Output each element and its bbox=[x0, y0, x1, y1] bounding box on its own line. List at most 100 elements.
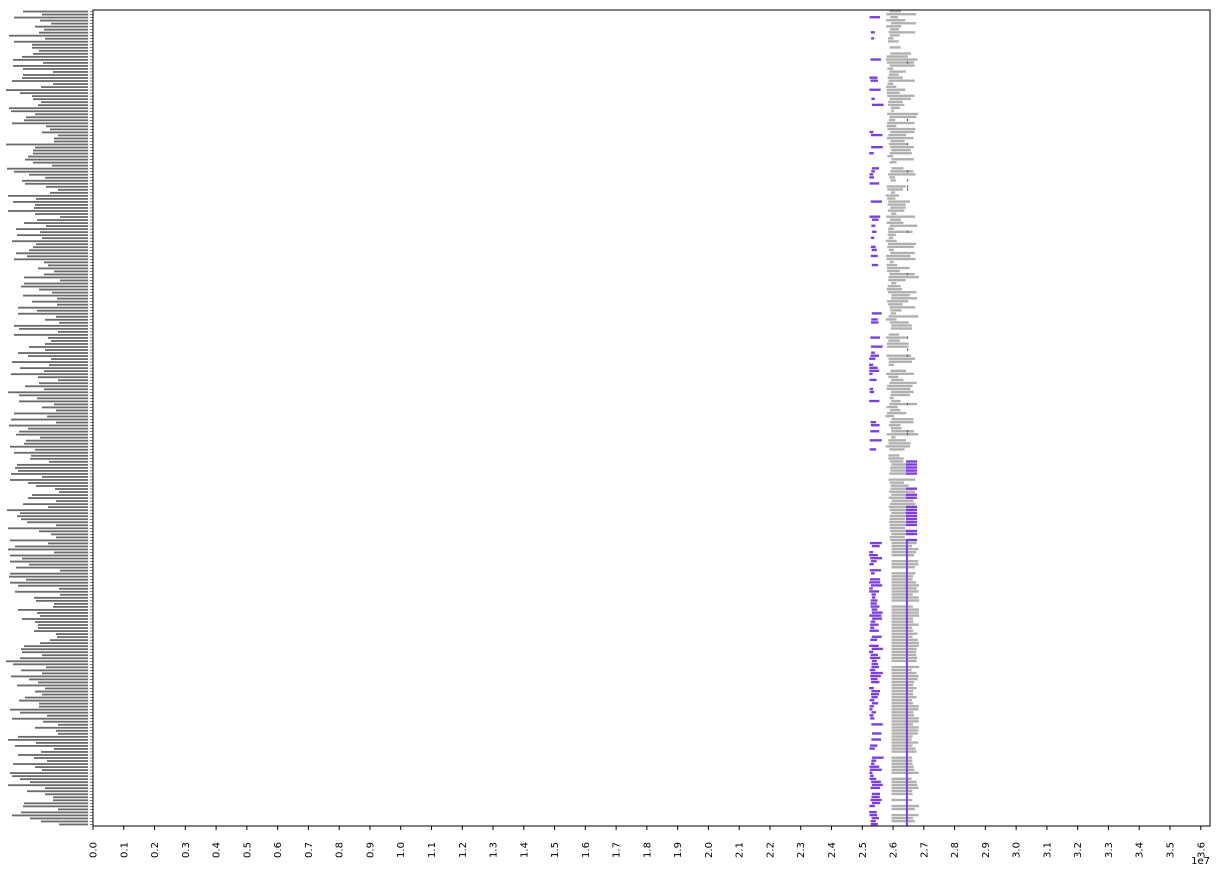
gray-bar bbox=[891, 786, 919, 790]
gray-bar bbox=[891, 647, 917, 651]
gray-bar bbox=[886, 85, 897, 88]
y-tick-label bbox=[40, 615, 88, 617]
purple-bar bbox=[869, 215, 881, 218]
purple-bar bbox=[869, 765, 880, 768]
y-tick-label bbox=[28, 497, 88, 499]
gray-bar bbox=[889, 523, 915, 527]
y-tick-label bbox=[8, 527, 88, 530]
gray-bar bbox=[891, 674, 919, 678]
gray-bar bbox=[891, 282, 897, 285]
y-tick-label bbox=[16, 228, 88, 231]
y-tick-label bbox=[41, 820, 88, 823]
gray-bar bbox=[888, 133, 906, 137]
y-tick-label bbox=[58, 188, 88, 191]
gray-bar bbox=[888, 375, 899, 379]
purple-bar bbox=[905, 469, 918, 472]
purple-bar bbox=[869, 686, 874, 690]
gray-bar bbox=[887, 285, 901, 288]
purple-bar bbox=[869, 363, 874, 366]
gray-bar bbox=[886, 88, 906, 91]
gray-bar bbox=[886, 25, 902, 28]
gray-bar bbox=[891, 212, 897, 215]
gray-bar bbox=[889, 176, 896, 179]
gray-bar bbox=[891, 759, 913, 762]
y-tick-label bbox=[58, 330, 88, 333]
y-tick-label bbox=[32, 494, 88, 496]
gray-bar bbox=[891, 605, 913, 608]
gray-bar bbox=[889, 28, 899, 31]
gray-bar bbox=[891, 690, 914, 693]
y-tick-label bbox=[44, 388, 88, 391]
y-tick-label bbox=[44, 370, 88, 373]
purple-bar bbox=[871, 816, 879, 820]
y-tick-label bbox=[14, 324, 88, 327]
gray-bar bbox=[886, 136, 914, 140]
gray-bar bbox=[887, 127, 916, 131]
purple-bar bbox=[905, 523, 918, 527]
gray-bar bbox=[891, 653, 917, 657]
purple-bar bbox=[869, 804, 875, 808]
y-tick-label bbox=[47, 415, 88, 418]
gray-bar bbox=[889, 481, 905, 484]
y-tick-label bbox=[54, 140, 88, 143]
purple-bar bbox=[870, 599, 878, 602]
x-tick-label: 0.7 bbox=[304, 842, 315, 858]
y-tick-label bbox=[42, 693, 88, 696]
x-axis: 0.0 0.1 0.2 0.3 0.4 0.5 0.6 0.7 0.8 0.9 1.0 1.1 1.2 1… bbox=[89, 826, 1207, 858]
y-tick-label bbox=[39, 702, 88, 705]
purple-bar bbox=[870, 774, 874, 777]
gray-bar bbox=[891, 418, 914, 421]
gray-bar bbox=[889, 396, 894, 400]
gray-bar bbox=[886, 336, 907, 339]
purple-bar bbox=[870, 620, 876, 623]
gray-bar bbox=[888, 303, 903, 306]
gray-bar bbox=[891, 578, 913, 581]
y-tick-label bbox=[42, 672, 88, 675]
purple-bar bbox=[871, 780, 881, 784]
purple-bar bbox=[869, 747, 875, 750]
gray-bar bbox=[891, 614, 920, 617]
y-tick-label bbox=[17, 234, 88, 237]
purple-bar bbox=[871, 596, 876, 599]
y-tick-label bbox=[49, 364, 88, 367]
y-tick-label bbox=[42, 654, 88, 657]
gray-bar bbox=[891, 702, 914, 705]
x-tick-label: 2.2 bbox=[765, 842, 776, 858]
gray-bar bbox=[889, 421, 914, 424]
gray-bar bbox=[888, 248, 894, 252]
y-tick-label bbox=[14, 16, 88, 19]
x-tick-label: 0.1 bbox=[119, 842, 130, 858]
y-tick-label bbox=[46, 225, 88, 227]
y-tick-label bbox=[56, 633, 88, 635]
y-tick-label bbox=[39, 382, 88, 385]
y-tick-label bbox=[42, 769, 88, 771]
gray-bar bbox=[890, 139, 905, 143]
y-tick-label bbox=[42, 13, 88, 16]
y-tick-label bbox=[10, 581, 88, 584]
x-tick-label: 2.3 bbox=[796, 842, 807, 858]
gray-bar bbox=[890, 16, 899, 19]
gray-bar bbox=[891, 596, 919, 599]
y-tick-label bbox=[25, 158, 88, 161]
y-tick-label bbox=[35, 204, 88, 206]
y-tick-label bbox=[37, 309, 88, 312]
gray-bar bbox=[891, 789, 913, 793]
y-tick-label bbox=[13, 65, 88, 67]
gray-bar bbox=[886, 354, 912, 357]
gray-bar bbox=[890, 130, 915, 134]
y-tick-label bbox=[6, 660, 88, 663]
y-tick-label bbox=[13, 663, 88, 666]
gray-bar bbox=[889, 535, 905, 539]
purple-bar bbox=[869, 813, 878, 817]
y-tick-label bbox=[60, 279, 88, 282]
y-tick-label bbox=[46, 125, 88, 128]
y-tick-label bbox=[29, 346, 88, 348]
purple-bar bbox=[869, 182, 880, 185]
purple-bar bbox=[871, 593, 876, 596]
y-tick-label bbox=[50, 191, 88, 194]
y-tick-label bbox=[34, 630, 88, 632]
gray-bar bbox=[891, 584, 919, 587]
purple-mark bbox=[906, 354, 909, 357]
gray-bar bbox=[886, 13, 917, 16]
purple-bar bbox=[869, 581, 881, 584]
